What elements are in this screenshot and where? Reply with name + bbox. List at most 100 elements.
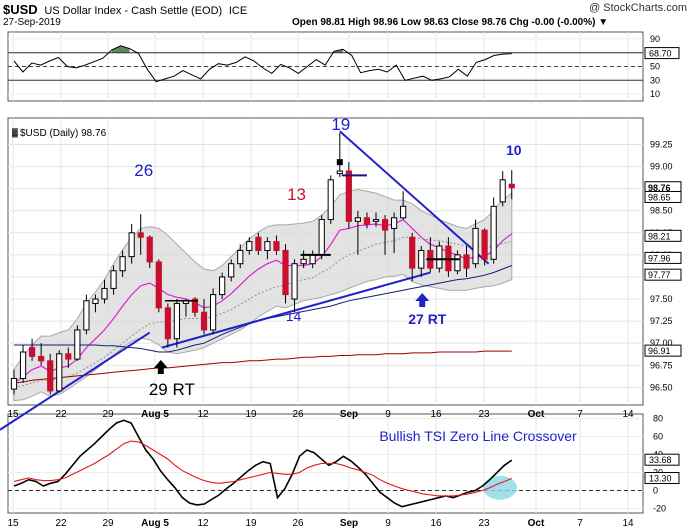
- date-tick-label: Sep: [340, 518, 358, 529]
- date-tick-label: 22: [55, 518, 67, 529]
- candle-body: [309, 254, 316, 265]
- price-tick-label: 97.00: [650, 338, 673, 348]
- candle-body: [391, 217, 398, 229]
- candle-body: [508, 183, 515, 189]
- candle-body: [146, 236, 153, 263]
- candle-body: [345, 170, 352, 222]
- candle-body: [92, 298, 99, 304]
- ohlc-readout: Open 98.81 High 98.96 Low 98.63 Close 98…: [292, 17, 609, 28]
- cycle-count-label: 26: [134, 161, 153, 180]
- date-tick-label: 12: [197, 518, 209, 529]
- candle-body: [228, 263, 235, 278]
- chart-title: $USD US Dollar Index - Cash Settle (EOD)…: [3, 2, 247, 17]
- candle-body: [164, 307, 171, 340]
- candle-body: [237, 249, 244, 265]
- ma-line-ema_mid: [13, 236, 512, 388]
- date-tick-label: 26: [292, 518, 304, 529]
- price-badge-frame: [644, 344, 682, 357]
- candle-body: [65, 353, 72, 360]
- watermark: @ StockCharts.com: [589, 2, 687, 14]
- rsi-tick-label: 10: [650, 89, 660, 99]
- candle-body: [418, 249, 425, 269]
- symbol: $USD: [3, 2, 38, 17]
- ma-line-sma_200: [13, 350, 512, 384]
- cycle-count-label: 19: [331, 115, 350, 134]
- price-tick-label: 96.75: [650, 360, 673, 370]
- support-trendline-left: [0, 331, 151, 431]
- rsi-line: [13, 45, 512, 83]
- price-badge-frame: [644, 251, 682, 264]
- cycle-low-label: 27 RT: [408, 311, 447, 327]
- price-tick-label: 99.00: [650, 162, 673, 172]
- cycle-low-arrow: [153, 360, 168, 374]
- price-tick-label: 97.25: [650, 316, 673, 326]
- tsi-badge-frame: [644, 472, 680, 485]
- ma-line-ema_short: [13, 218, 513, 384]
- date-tick-label: 7: [577, 409, 583, 420]
- candle-body: [336, 170, 343, 175]
- candle-body: [291, 263, 298, 300]
- price-badge-frame: [644, 190, 682, 203]
- tsi-badge: 13.30: [649, 474, 672, 484]
- candle-body: [137, 232, 144, 238]
- candle-body: [499, 179, 506, 203]
- date-tick-label: 12: [197, 409, 209, 420]
- price-tick-label: 99.25: [650, 139, 673, 149]
- price-badge: 97.96: [648, 253, 671, 263]
- price-badge-frame: [644, 268, 682, 281]
- tsi-badge: 33.68: [649, 455, 672, 465]
- date-tick-label: 23: [478, 409, 490, 420]
- cycle-count-label: 10: [506, 142, 522, 158]
- date-tick-label: 19: [245, 409, 257, 420]
- candle-body: [273, 241, 280, 251]
- candle-body: [282, 249, 289, 296]
- date-tick-label: 22: [55, 409, 67, 420]
- price-tick-label: 96.50: [650, 382, 673, 392]
- date-tick-label: 16: [430, 518, 442, 529]
- tsi-line-signal: [13, 440, 513, 497]
- candle-body: [29, 347, 36, 357]
- support-trendline-rising: [161, 271, 431, 349]
- tsi-badge-frame: [644, 453, 680, 466]
- chart-date: 27-Sep-2019: [3, 17, 61, 28]
- price-badge: 96.91: [648, 346, 671, 356]
- legend-swatch: ▓: [12, 128, 18, 138]
- cycle-low-arrow: [415, 293, 430, 307]
- tsi-tick-label: 80: [653, 414, 663, 424]
- candle-body: [246, 241, 253, 251]
- candle-body: [191, 298, 199, 313]
- price-badge-frame: [644, 229, 682, 242]
- candle-body: [264, 241, 271, 251]
- date-tick-label: 29: [102, 409, 114, 420]
- candle-body: [10, 378, 18, 390]
- candle-body: [463, 254, 470, 269]
- date-tick-label: 14: [622, 409, 634, 420]
- price-badge: 98.76: [648, 183, 671, 193]
- candle-body: [372, 219, 380, 222]
- rsi-last-badge: 68.70: [649, 49, 672, 59]
- candle-body: [354, 217, 361, 222]
- resistance-trendline-falling: [339, 130, 490, 265]
- date-tick-label: 29: [102, 518, 114, 529]
- rsi-tick-label: 90: [650, 34, 660, 44]
- candle-body: [155, 261, 162, 309]
- candle-body: [318, 219, 325, 256]
- candle-body: [110, 270, 117, 289]
- rsi-last-badge-frame: [644, 47, 680, 60]
- tsi-line-tsi: [13, 419, 513, 508]
- date-tick-label: 7: [577, 518, 583, 529]
- price-tick-label: 98.50: [650, 206, 673, 216]
- tsi-annotation: Bullish TSI Zero Line Crossover: [379, 428, 577, 444]
- date-tick-label: 23: [478, 518, 490, 529]
- candle-body: [381, 219, 389, 231]
- rsi-tick-label: 50: [650, 62, 660, 72]
- candle-body: [38, 355, 45, 362]
- candle-body: [83, 300, 90, 331]
- candle-body: [200, 311, 208, 331]
- candle-body: [19, 351, 27, 380]
- price-legend: $USD (Daily) 98.76: [20, 128, 107, 139]
- candle-body: [481, 229, 488, 260]
- date-tick-label: 19: [245, 518, 257, 529]
- price-badge: 98.21: [648, 231, 671, 241]
